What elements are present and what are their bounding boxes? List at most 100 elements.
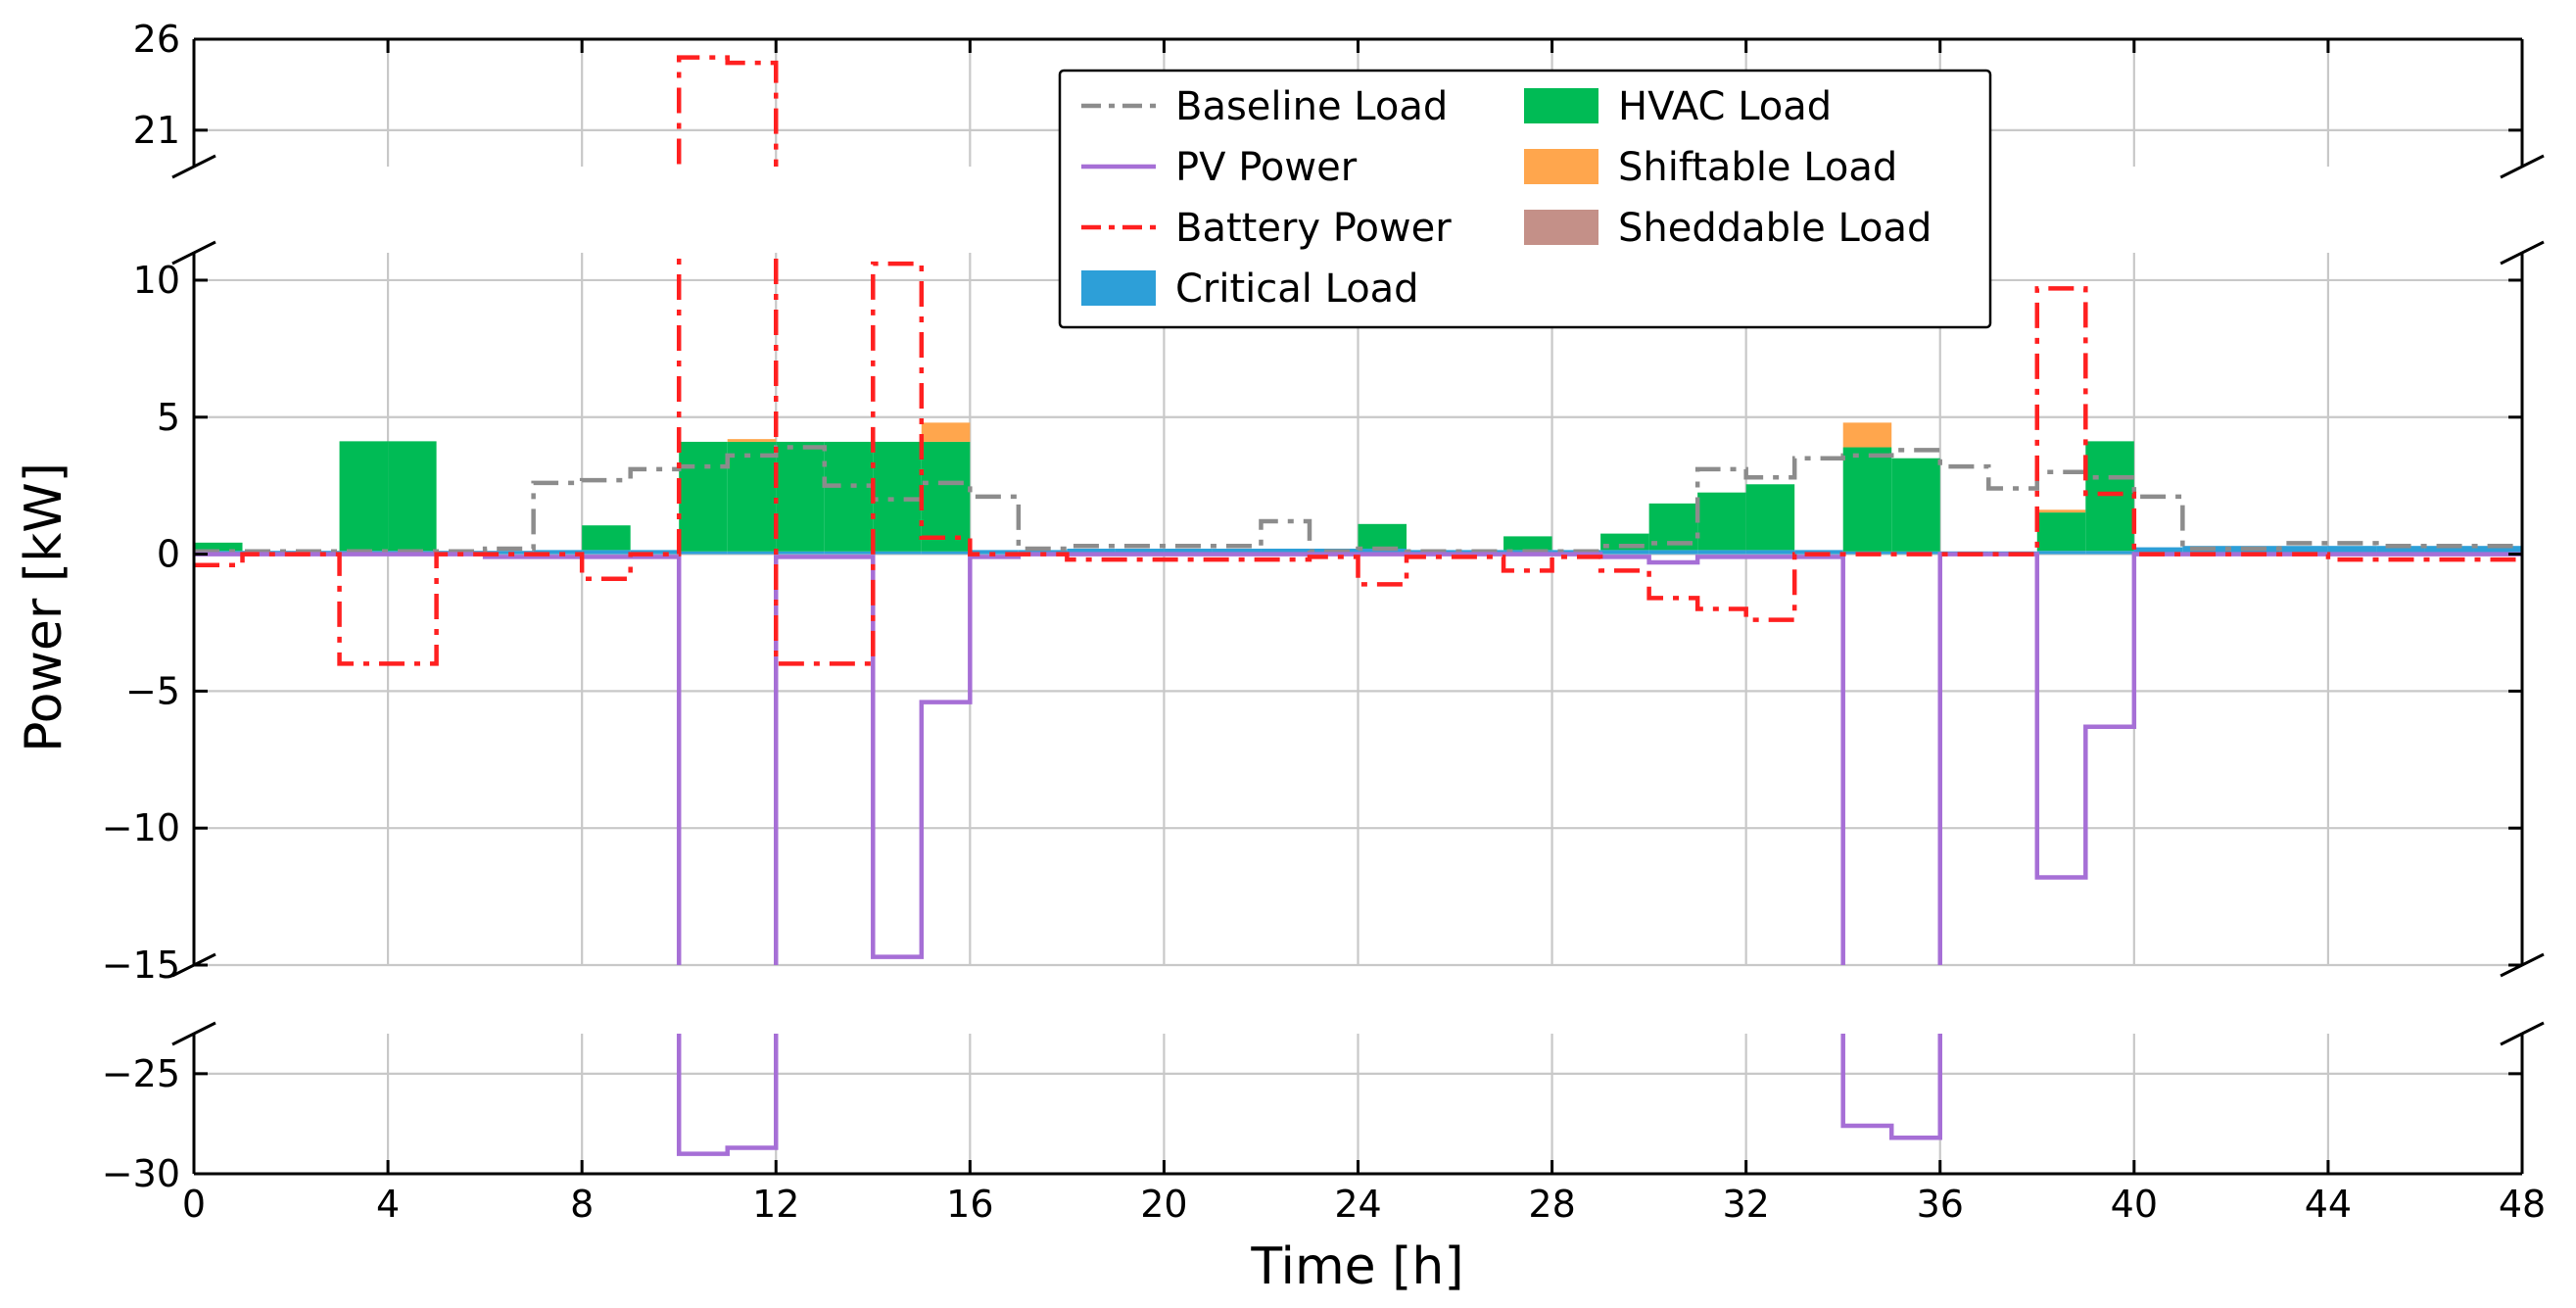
critical-bar	[2376, 546, 2425, 555]
critical-bar	[1988, 571, 2037, 573]
critical-bar	[582, 509, 631, 512]
hvac-bar	[388, 441, 437, 552]
critical-bar	[921, 551, 971, 555]
critical-bar	[485, 571, 534, 573]
critical-bar	[1213, 509, 1262, 512]
hvac-bar	[1503, 501, 1552, 509]
y-tick-label: 10	[133, 259, 180, 302]
y-tick-label: −10	[102, 806, 180, 849]
critical-bar	[2133, 547, 2183, 555]
critical-bar	[2134, 568, 2183, 573]
critical-bar	[1067, 569, 1116, 573]
critical-bar	[534, 509, 583, 512]
y-tick-label: 0	[157, 533, 180, 576]
y-tick-label: −25	[102, 1052, 180, 1095]
critical-bar	[2036, 551, 2086, 555]
critical-bar	[2473, 567, 2522, 573]
critical-bar	[776, 551, 825, 555]
critical-bar	[1261, 548, 1310, 555]
critical-bar	[1649, 570, 1698, 573]
critical-bar	[970, 509, 1019, 512]
hvac-bar	[1842, 447, 1892, 552]
x-tick-label: 4	[376, 1183, 400, 1226]
critical-bar	[1067, 509, 1116, 512]
hvac-bar	[194, 542, 243, 552]
shiftable-bar	[728, 436, 777, 438]
critical-bar	[437, 571, 486, 573]
hvac-legend-swatch	[1524, 88, 1598, 123]
shiftable-legend-label: Shiftable Load	[1618, 145, 1897, 190]
critical-bar	[1891, 571, 1940, 573]
y-tick-label: 21	[133, 109, 180, 152]
baseline-legend-label: Baseline Load	[1175, 84, 1448, 129]
x-tick-label: 8	[570, 1183, 594, 1226]
y-tick-label: 5	[157, 396, 180, 439]
critical-bar	[2424, 546, 2474, 555]
critical-bar	[1310, 569, 1359, 573]
critical-bar	[2328, 567, 2377, 573]
baseline-line	[194, 445, 2522, 555]
battery-line	[194, 253, 2522, 666]
critical-bar	[1843, 571, 1892, 573]
legend-entry-baseline: Baseline Load	[1081, 84, 1448, 129]
x-tick-label: 40	[2111, 1183, 2158, 1226]
critical-bar	[1455, 509, 1504, 512]
legend-entry-sheddable: Sheddable Load	[1524, 206, 1932, 251]
y-tick-label: 26	[133, 18, 180, 61]
critical-bar	[2134, 508, 2183, 512]
critical-bar	[2473, 546, 2522, 555]
axis-break-mark	[2500, 154, 2545, 179]
shiftable-bar	[727, 439, 777, 442]
hvac-bar	[582, 525, 631, 551]
critical-bar	[825, 571, 874, 573]
critical-bar	[2376, 507, 2425, 512]
critical-bar	[1746, 570, 1795, 573]
critical-bar	[1116, 509, 1165, 512]
critical-bar	[1359, 569, 1407, 573]
critical-bar	[873, 571, 922, 573]
x-tick-label: 24	[1334, 1183, 1381, 1226]
critical-bar	[2328, 507, 2377, 512]
critical-bar	[631, 570, 680, 573]
hvac-bar	[2037, 485, 2086, 510]
critical-legend-label: Critical Load	[1175, 266, 1419, 312]
critical-bar	[1358, 548, 1407, 555]
x-axis-title: Time [h]	[1250, 1237, 1463, 1296]
critical-bar	[679, 551, 728, 555]
hvac-bar	[194, 505, 243, 510]
legend-entry-pv: PV Power	[1081, 145, 1358, 190]
critical-bar	[243, 510, 292, 512]
x-tick-label: 0	[182, 1183, 206, 1226]
critical-bar	[437, 510, 486, 512]
critical-bar	[922, 571, 971, 573]
critical-bar	[1745, 550, 1795, 555]
critical-bar	[1359, 509, 1407, 512]
hvac-legend-label: HVAC Load	[1618, 84, 1832, 129]
critical-bar	[243, 571, 292, 573]
legend-box	[1058, 69, 1992, 329]
critical-bar	[1552, 570, 1601, 573]
critical-bar	[1697, 570, 1746, 573]
hvac-bar	[1359, 492, 1407, 509]
critical-bar	[824, 551, 874, 555]
legend-entry-battery: Battery Power	[1081, 206, 1452, 251]
critical-bar	[2231, 567, 2280, 573]
battery-legend-label: Battery Power	[1175, 206, 1452, 251]
critical-bar	[1261, 569, 1310, 573]
hvac-bar	[921, 441, 971, 552]
critical-bar	[533, 550, 583, 555]
critical-bar	[2085, 571, 2134, 573]
critical-bar	[582, 550, 631, 555]
hvac-bar	[1600, 499, 1649, 509]
axis-break-mark	[171, 154, 216, 179]
critical-bar	[1019, 509, 1068, 512]
x-tick-label: 20	[1140, 1183, 1187, 1226]
hvac-bar	[339, 441, 389, 552]
critical-bar	[1503, 509, 1552, 512]
critical-bar	[2279, 507, 2328, 512]
critical-bar	[2037, 571, 2086, 573]
critical-bar	[2085, 551, 2134, 555]
critical-bar	[2425, 567, 2474, 573]
